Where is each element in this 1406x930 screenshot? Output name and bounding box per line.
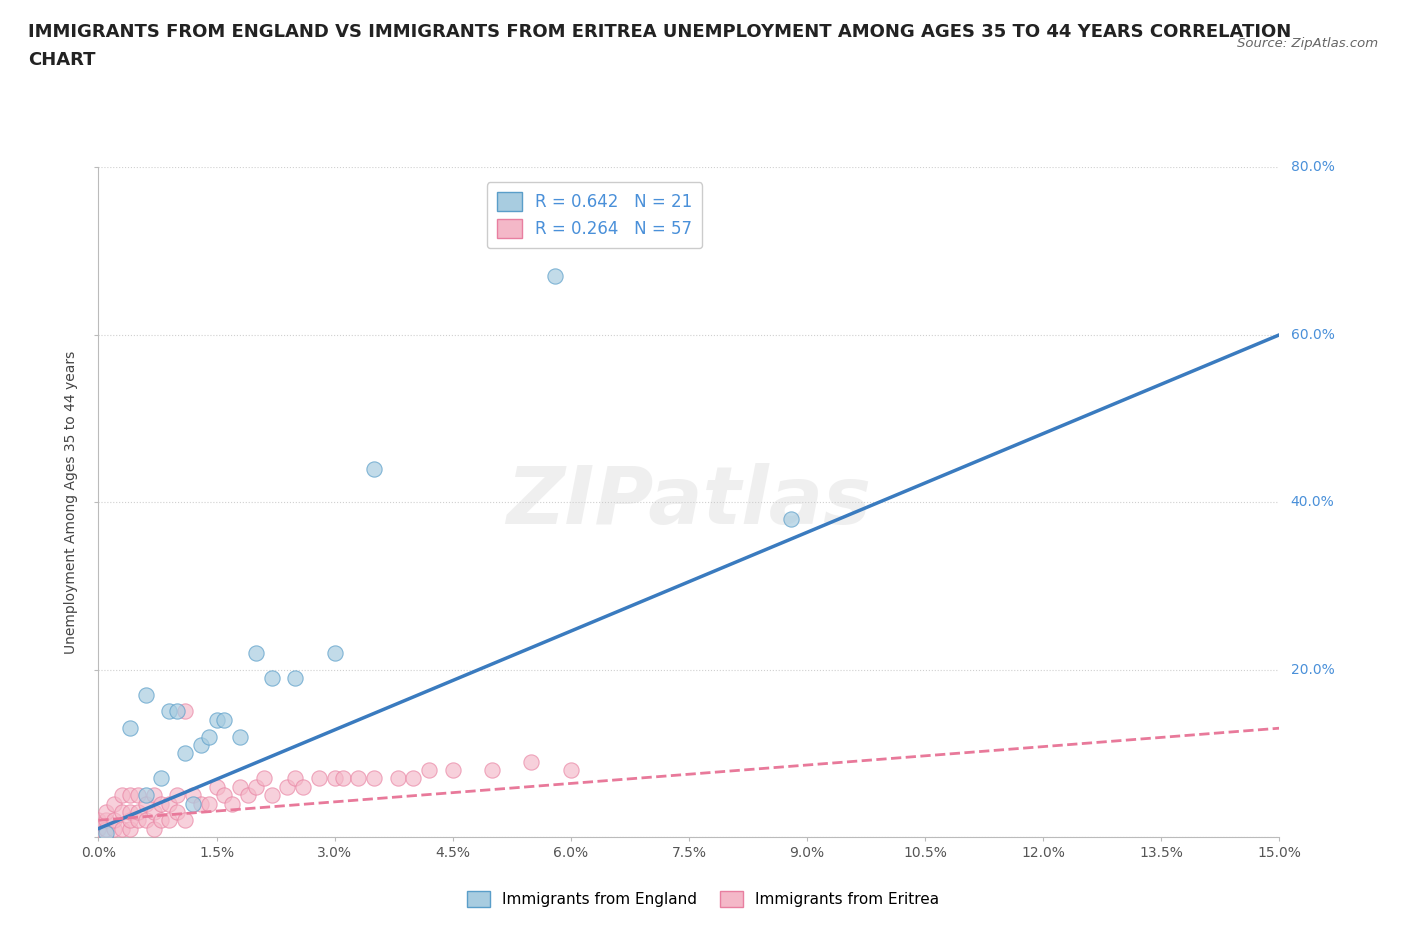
Y-axis label: Unemployment Among Ages 35 to 44 years: Unemployment Among Ages 35 to 44 years	[65, 351, 79, 654]
Text: 80.0%: 80.0%	[1291, 160, 1334, 175]
Text: ZIPatlas: ZIPatlas	[506, 463, 872, 541]
Text: CHART: CHART	[28, 51, 96, 69]
Legend: Immigrants from England, Immigrants from Eritrea: Immigrants from England, Immigrants from…	[461, 884, 945, 913]
Text: 40.0%: 40.0%	[1291, 495, 1334, 510]
Text: Source: ZipAtlas.com: Source: ZipAtlas.com	[1237, 37, 1378, 50]
Text: IMMIGRANTS FROM ENGLAND VS IMMIGRANTS FROM ERITREA UNEMPLOYMENT AMONG AGES 35 TO: IMMIGRANTS FROM ENGLAND VS IMMIGRANTS FR…	[28, 23, 1291, 41]
Text: 20.0%: 20.0%	[1291, 662, 1334, 677]
Legend: R = 0.642   N = 21, R = 0.264   N = 57: R = 0.642 N = 21, R = 0.264 N = 57	[486, 182, 702, 248]
Text: 60.0%: 60.0%	[1291, 327, 1334, 342]
